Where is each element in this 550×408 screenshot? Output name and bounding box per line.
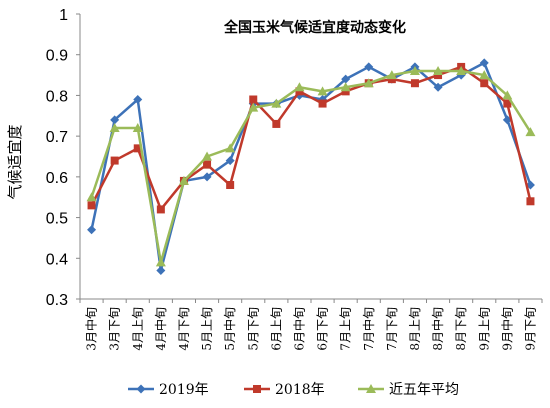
x-tick-label: 7月上旬 (339, 307, 353, 351)
data-point-marker (294, 82, 305, 92)
data-point-marker (132, 123, 143, 132)
x-tick-label: 6月中旬 (291, 307, 306, 351)
data-point-marker (249, 95, 258, 104)
data-point-marker (433, 82, 443, 92)
x-tick-label: 5月下旬 (246, 307, 260, 351)
data-point-marker (155, 257, 166, 267)
data-point-marker (317, 86, 328, 96)
x-tick-label: 6月上旬 (269, 307, 283, 351)
data-point-marker (341, 87, 350, 96)
x-tick-label: 4月中旬 (153, 307, 168, 351)
x-tick-label: 3月中旬 (84, 307, 99, 351)
data-point-marker (386, 70, 397, 80)
data-point-marker (87, 225, 97, 235)
data-point-marker (526, 197, 535, 206)
series-line (90, 69, 532, 264)
data-point-marker (87, 201, 96, 210)
y-tick-label: 0.8 (46, 88, 68, 105)
x-tick-label: 9月上旬 (477, 307, 491, 351)
data-point-marker (86, 192, 97, 202)
data-point-marker (202, 172, 212, 182)
data-point-marker (248, 102, 259, 112)
series-2 (87, 62, 535, 214)
data-point-marker (272, 119, 281, 128)
y-tick-label: 0.4 (46, 251, 68, 268)
x-tick-label: 9月下旬 (523, 307, 537, 351)
x-tick-label: 7月下旬 (385, 307, 399, 351)
data-point-marker (479, 70, 490, 80)
legend-item: 近五年平均 (358, 382, 459, 398)
data-point-marker (203, 160, 212, 169)
data-point-marker (480, 79, 489, 88)
data-point-marker (366, 384, 376, 393)
legend-label: 2018年 (275, 382, 325, 398)
data-point-marker (340, 82, 351, 92)
x-tick-label: 4月上旬 (131, 307, 145, 351)
data-point-marker (225, 143, 236, 153)
x-tick-label: 8月上旬 (408, 307, 422, 351)
y-tick-label: 0.9 (46, 48, 68, 65)
data-point-marker (341, 74, 351, 84)
y-tick-label: 0.6 (46, 170, 68, 187)
data-point-marker (364, 62, 374, 72)
x-tick-label: 5月中旬 (222, 307, 237, 351)
data-point-marker (409, 66, 420, 75)
x-tick-label: 9月中旬 (499, 307, 514, 351)
data-point-marker (295, 87, 304, 96)
legend-label: 2019年 (159, 382, 209, 398)
x-tick-label: 5月上旬 (200, 307, 214, 351)
axes: 0.3 0.4 0.5 0.6 0.7 0.8 0.9 1 3月中旬 3月下旬 4月上旬 4月中旬 4月… (46, 7, 543, 351)
data-point-marker (110, 156, 119, 165)
data-point-marker (479, 58, 489, 68)
x-tick-label: 7月中旬 (361, 307, 376, 351)
y-tick-label: 0.5 (46, 211, 68, 228)
data-point-marker (226, 181, 235, 189)
data-point-marker (202, 151, 213, 161)
legend-label: 近五年平均 (389, 382, 459, 398)
data-point-marker (178, 175, 189, 185)
data-point-marker (133, 95, 143, 104)
data-point-marker (502, 90, 513, 100)
x-tick-label: 8月中旬 (430, 307, 445, 351)
data-point-marker (225, 156, 235, 166)
data-point-marker (363, 78, 374, 88)
data-point-marker (109, 123, 120, 132)
y-tick-label: 1 (59, 7, 68, 24)
x-tick-label: 4月下旬 (177, 307, 191, 351)
legend-item: 2018年 (244, 382, 325, 398)
data-point-marker (110, 115, 120, 125)
data-point-marker (456, 66, 467, 75)
series-3 (86, 66, 536, 267)
series-lines (86, 58, 536, 275)
legend-item: 2019年 (128, 382, 209, 398)
data-point-marker (318, 99, 327, 108)
data-point-marker (271, 98, 282, 108)
data-point-marker (133, 144, 142, 153)
y-tick-label: 0.3 (46, 292, 68, 309)
data-point-marker (503, 99, 512, 108)
x-tick-label: 6月下旬 (316, 307, 330, 351)
data-point-marker (136, 384, 146, 394)
y-tick-label: 0.7 (46, 129, 68, 146)
legend: 2019年 2018年 近五年平均 (128, 382, 459, 398)
x-tick-label: 3月下旬 (108, 307, 122, 351)
data-point-marker (525, 127, 536, 137)
data-point-marker (156, 266, 166, 275)
y-axis-label: 气候适宜度 (6, 124, 24, 199)
data-point-marker (156, 205, 165, 214)
data-point-marker (253, 385, 261, 393)
data-point-marker (410, 79, 419, 88)
data-point-marker (387, 75, 396, 84)
data-point-marker (434, 71, 443, 80)
chart-title: 全国玉米气候适宜度动态变化 (223, 19, 406, 36)
data-point-marker (433, 66, 444, 75)
x-tick-label: 8月下旬 (454, 307, 468, 351)
series-1 (87, 58, 535, 275)
